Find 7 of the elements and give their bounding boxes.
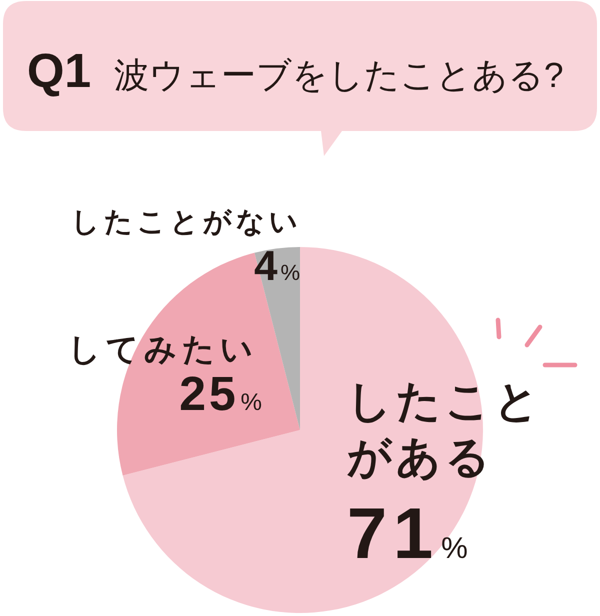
data-label: 4% [254, 242, 300, 289]
slice-label: したことがある [347, 377, 543, 482]
data-label: 25% [179, 368, 262, 421]
slice-label: してみたい [68, 331, 258, 367]
data-label: 71% [347, 494, 468, 574]
chart-title: Q1 波ウェーブをしたことある? [27, 45, 564, 98]
slice-label: したことがない [71, 206, 302, 237]
